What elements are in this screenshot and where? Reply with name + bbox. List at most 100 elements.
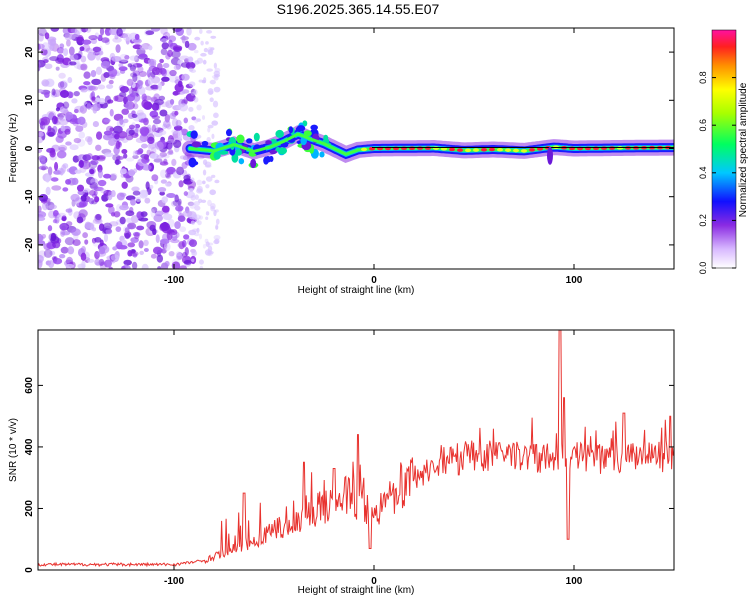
spectrogram-speckle — [191, 116, 197, 121]
spectrogram-speckle — [184, 40, 190, 49]
spectrogram-speckle — [205, 216, 209, 220]
spectrogram-speckle — [189, 202, 196, 209]
spectrogram-ridge-segment — [401, 146, 407, 151]
spectrogram-speckle — [47, 38, 56, 46]
spectrogram-speckle — [191, 250, 198, 257]
spectrogram-speckle — [128, 124, 135, 130]
spectrogram-speckle — [90, 69, 97, 78]
spectrogram-speckle — [191, 214, 198, 220]
spectrogram-speckle — [80, 252, 87, 261]
spectrogram-speckle — [77, 138, 86, 147]
spectrogram-speckle — [119, 118, 124, 126]
spectrogram-speckle — [88, 189, 96, 196]
spectrogram-speckle — [205, 176, 213, 182]
spectrogram-speckle — [41, 202, 49, 211]
spectrogram-speckle — [120, 168, 127, 175]
spectrogram-speckle — [187, 201, 195, 206]
spectrogram-speckle — [209, 79, 216, 85]
spectrogram-speckle — [92, 46, 102, 53]
spectrogram-speckle — [61, 216, 67, 222]
spectrogram-speckle — [188, 124, 195, 131]
spectrogram-speckle — [60, 80, 66, 89]
spectrogram-speckle — [189, 56, 194, 62]
spectrogram-speckle — [103, 189, 113, 196]
spectrogram-speckle — [56, 47, 65, 54]
spectrogram-speckle — [38, 61, 41, 68]
spectrogram-xtick-label: -100 — [164, 275, 184, 286]
spectrogram-speckle — [38, 216, 46, 221]
spectrogram-speckle — [132, 73, 138, 83]
spectrogram-speckle — [78, 131, 86, 139]
spectrogram-speckle — [159, 191, 165, 196]
spectrogram-speckle — [51, 115, 58, 125]
spectrogram-speckle — [170, 200, 178, 207]
spectrogram-speckle — [154, 98, 164, 106]
spectrogram-speckle — [123, 153, 128, 159]
spectrogram-blob — [191, 141, 201, 148]
spectrogram-speckle — [85, 47, 93, 53]
spectrogram-speckle — [88, 34, 98, 41]
spectrogram-speckle — [143, 154, 150, 160]
spectrogram-speckle — [126, 157, 135, 162]
spectrogram-speckle — [140, 211, 148, 217]
spectrogram-speckle — [150, 84, 160, 90]
spectrogram-speckle — [166, 123, 172, 130]
spectrogram-speckle — [171, 158, 177, 166]
spectrogram-speckle — [80, 63, 88, 71]
spectrogram-speckle — [194, 36, 201, 41]
spectrogram-speckle — [183, 260, 192, 265]
spectrogram-blob — [235, 149, 243, 156]
colorbar-label: Normalized spectral amplitude — [738, 82, 749, 217]
spectrogram-speckle — [159, 109, 168, 117]
spectrogram-speckle — [38, 259, 43, 266]
spectrogram-speckle — [103, 233, 109, 242]
spectrogram-speckle — [173, 65, 181, 71]
spectrogram-speckle — [193, 201, 200, 206]
spectrogram-speckle — [38, 33, 44, 42]
spectrogram-blob — [250, 158, 257, 169]
spectrogram-speckle — [93, 186, 104, 192]
spectrogram-speckle — [80, 195, 87, 202]
spectrogram-ridge-segment — [609, 146, 615, 150]
spectrogram-ridge-segment — [529, 148, 535, 152]
spectrogram-speckle — [143, 239, 149, 247]
spectrogram-speckle — [169, 112, 177, 120]
spectrogram-speckle — [149, 184, 154, 190]
spectrogram-speckle — [81, 121, 88, 128]
spectrogram-speckle — [59, 222, 70, 231]
spectrogram-speckle — [200, 40, 204, 46]
spectrogram-speckle — [62, 48, 69, 57]
spectrogram-blob — [226, 129, 232, 137]
spectrogram-speckle — [154, 247, 164, 254]
spectrogram-speckle — [128, 129, 135, 136]
spectrogram-speckle — [107, 205, 115, 215]
spectrogram-speckle — [65, 208, 73, 213]
spectrogram-blob — [303, 130, 312, 137]
spectrogram-speckle — [70, 193, 80, 202]
spectrogram-speckle — [57, 81, 68, 89]
spectrogram-speckle — [84, 239, 89, 245]
spectrogram-speckle — [109, 52, 116, 61]
spectrogram-ytick-label: 20 — [24, 46, 35, 58]
colorbar-tick-label: 0.2 — [698, 214, 708, 227]
spectrogram-ridge-segment — [489, 147, 495, 152]
spectrogram-blob — [269, 155, 274, 162]
spectrogram-speckle — [166, 49, 173, 58]
spectrogram-speckle — [166, 139, 176, 144]
spectrogram-speckle — [38, 250, 47, 259]
spectrogram-speckle — [127, 250, 133, 257]
spectrogram-speckle — [82, 188, 91, 193]
spectrogram-speckle — [145, 181, 150, 190]
spectrogram-speckle — [150, 253, 157, 259]
spectrogram-speckle — [166, 231, 173, 241]
spectrogram-speckle — [150, 28, 161, 32]
spectrogram-blob — [238, 158, 245, 165]
spectrogram-speckle — [50, 232, 57, 242]
spectrogram-speckle — [134, 123, 141, 129]
spectrogram-speckle — [175, 205, 184, 212]
spectrogram-speckle — [194, 232, 200, 237]
spectrogram-ytick-label: 0 — [24, 145, 35, 151]
spectrogram-speckle — [82, 232, 88, 239]
spectrogram-speckle — [205, 41, 209, 45]
spectrogram-ridge-segment — [465, 148, 471, 153]
